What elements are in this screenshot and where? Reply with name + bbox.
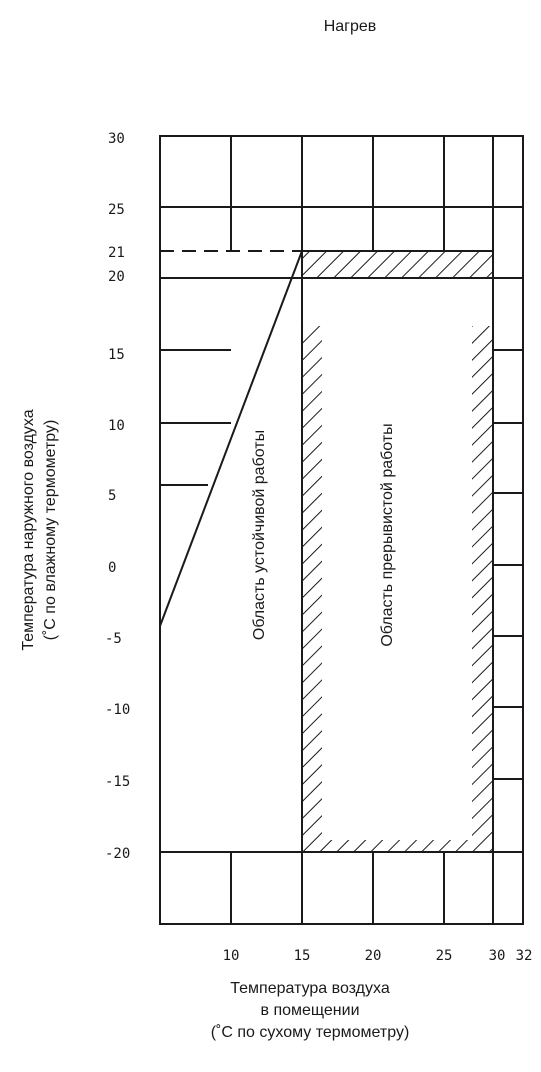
intermittent-region	[302, 251, 493, 852]
x-tick-20: 20	[365, 948, 382, 964]
y-tick-20: 20	[108, 269, 125, 285]
y-tick-10: 10	[108, 418, 125, 434]
y-axis-label-line2: (˚C по влажному термометру)	[42, 419, 59, 641]
y-tick-25: 25	[108, 202, 125, 218]
intermittent-hatch-right	[472, 326, 492, 840]
intermittent-hatch-bottom	[302, 840, 493, 852]
y-tick-m10: -10	[105, 702, 130, 718]
x-tick-25: 25	[436, 948, 453, 964]
intermittent-hatch-left	[302, 326, 322, 840]
x-tick-30: 30	[489, 948, 506, 964]
y-tick-m20: -20	[105, 846, 130, 862]
x-tick-labels: 10 15 20 25 30 32	[223, 948, 533, 964]
x-axis-label-line2: в помещении	[260, 1002, 360, 1019]
y-tick-5: 5	[108, 488, 116, 504]
x-axis-label: Температура воздуха в помещении (˚C по с…	[150, 978, 470, 1044]
stable-boundary-line	[159, 250, 303, 627]
chart-title: Нагрев	[323, 18, 377, 35]
x-axis-label-line1: Температура воздуха	[230, 980, 390, 997]
x-tick-15: 15	[294, 948, 311, 964]
intermittent-hatch-top	[302, 251, 493, 277]
y-tick-0: 0	[108, 560, 116, 576]
y-tick-30: 30	[108, 131, 125, 147]
chart-frame	[159, 135, 524, 925]
x-tick-32: 32	[516, 948, 533, 964]
stable-region-label: Область устойчивой работы	[251, 430, 268, 640]
y-axis-label: Температура наружного воздуха (˚C по вла…	[18, 270, 62, 790]
y-tick-m15: -15	[105, 774, 130, 790]
y-axis-label-line1: Температура наружного воздуха	[20, 409, 37, 651]
y-tick-15: 15	[108, 347, 125, 363]
x-tick-10: 10	[223, 948, 240, 964]
intermittent-region-label: Область прерывистой работы	[379, 423, 396, 646]
y-tick-labels: 30 25 21 20 15 10 5 0 -5 -10 -15 -20	[105, 131, 130, 862]
plot-border	[159, 135, 524, 925]
y-tick-21: 21	[108, 245, 125, 261]
x-axis-label-line3: (˚C по сухому термометру)	[210, 1024, 410, 1041]
y-tick-m5: -5	[105, 631, 122, 647]
